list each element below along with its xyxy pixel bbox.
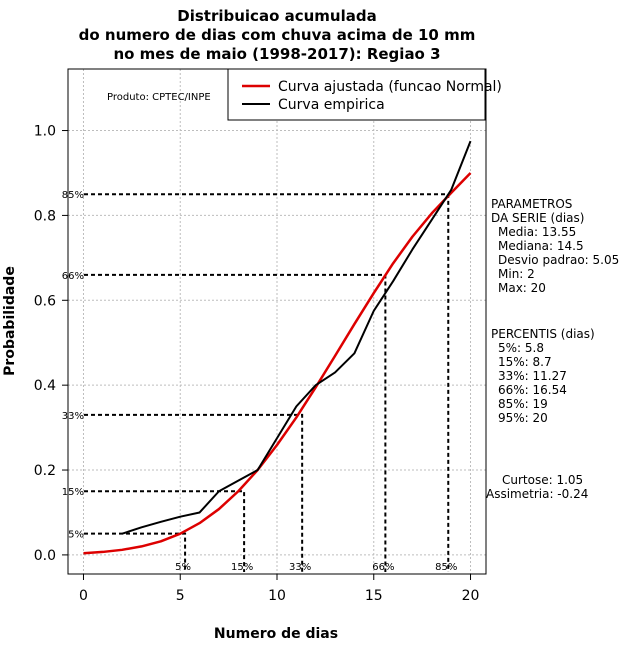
y-tick-label-5: 1.0 [34, 124, 56, 140]
percentile-y-label-3: 66% [62, 271, 84, 282]
percentile-ref-line-3 [84, 273, 387, 572]
percentile-x-label-0: 5% [175, 562, 191, 573]
param-header-2: DA SERIE (dias) [491, 211, 584, 225]
x-tick-label-1: 5 [176, 588, 185, 604]
percentile-y-label-1: 15% [62, 487, 84, 498]
y-axis-title: Probabilidade [2, 266, 18, 376]
percentil-33: 33%: 11.27 [498, 369, 567, 383]
legend: Curva ajustada (funcao Normal) Curva emp… [227, 68, 502, 121]
percentis-header: PERCENTIS (dias) [491, 327, 595, 341]
percentil-15: 15%: 8.7 [498, 355, 552, 369]
percentil-85: 85%: 19 [498, 397, 548, 411]
percentil-66: 66%: 16.54 [498, 383, 567, 397]
percentil-95: 95%: 20 [498, 411, 548, 425]
percentile-ref-line-2 [84, 413, 304, 572]
legend-label-fitted: Curva ajustada (funcao Normal) [278, 79, 502, 95]
side-panel-shape-stats: Curtose: 1.05 Assimetria: -0.24 [486, 473, 588, 501]
percentile-x-label-2: 33% [289, 562, 311, 573]
param-max: Max: 20 [498, 281, 546, 295]
y-tick-label-4: 0.8 [34, 208, 56, 224]
side-panel-parameters: PARAMETROS DA SERIE (dias) Media: 13.55 … [491, 197, 619, 295]
side-panel-percentiles: PERCENTIS (dias) 5%: 5.8 15%: 8.7 33%: 1… [491, 327, 595, 425]
param-header-1: PARAMETROS [491, 197, 572, 211]
x-axis-title: Numero de dias [214, 626, 338, 642]
x-tick-label-0: 0 [79, 588, 88, 604]
percentile-y-label-4: 85% [62, 190, 84, 201]
param-median: Mediana: 14.5 [498, 239, 584, 253]
x-tick-label-4: 20 [462, 588, 480, 604]
stat-skewness: Assimetria: -0.24 [486, 487, 588, 501]
percentile-x-label-3: 66% [372, 562, 394, 573]
axes: 0 5 10 15 20 0.0 0.2 0.4 0.6 0.8 1.0 [34, 124, 480, 604]
legend-label-empirical: Curva empirica [278, 97, 385, 113]
chart-title-line-2: do numero de dias com chuva acima de 10 … [79, 26, 476, 44]
y-tick-label-1: 0.2 [34, 463, 56, 479]
y-tick-label-0: 0.0 [34, 548, 56, 564]
percentile-y-label-0: 5% [68, 530, 84, 541]
chart-title-line-1: Distribuicao acumulada [177, 7, 376, 25]
chart-title-line-3: no mes de maio (1998-2017): Regiao 3 [113, 45, 440, 63]
percentile-ref-line-1 [84, 490, 246, 572]
x-tick-label-3: 15 [365, 588, 383, 604]
x-tick-label-2: 10 [268, 588, 286, 604]
y-tick-label-2: 0.4 [34, 378, 56, 394]
product-credit: Produto: CPTEC/INPE [107, 92, 211, 103]
curves [83, 140, 472, 555]
param-stddev: Desvio padrao: 5.05 [498, 253, 619, 267]
percentile-x-label-1: 15% [231, 562, 253, 573]
percentile-reference-lines: 5% 5% 15% 15% 33% 33% 66% 66% 85% 85% [62, 190, 458, 573]
percentil-5: 5%: 5.8 [498, 341, 544, 355]
percentile-ref-line-0 [84, 532, 187, 572]
percentile-y-label-2: 33% [62, 411, 84, 422]
legend-box [227, 68, 486, 121]
param-min: Min: 2 [498, 267, 535, 281]
stat-kurtosis: Curtose: 1.05 [502, 473, 583, 487]
percentile-x-label-4: 85% [435, 562, 457, 573]
empirical-curve [121, 140, 472, 535]
percentile-ref-line-4 [84, 193, 450, 572]
fitted-normal-curve [83, 172, 472, 555]
param-mean: Media: 13.55 [498, 225, 576, 239]
y-tick-label-3: 0.6 [34, 293, 56, 309]
grid-lines [68, 69, 486, 574]
